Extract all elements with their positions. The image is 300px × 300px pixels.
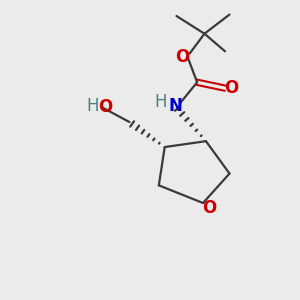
Text: O: O xyxy=(175,48,189,66)
Text: O: O xyxy=(98,98,112,116)
Text: O: O xyxy=(202,199,217,217)
Text: H: H xyxy=(154,93,167,111)
Text: O: O xyxy=(224,79,239,97)
Text: N: N xyxy=(168,97,182,115)
Text: H: H xyxy=(86,97,99,115)
